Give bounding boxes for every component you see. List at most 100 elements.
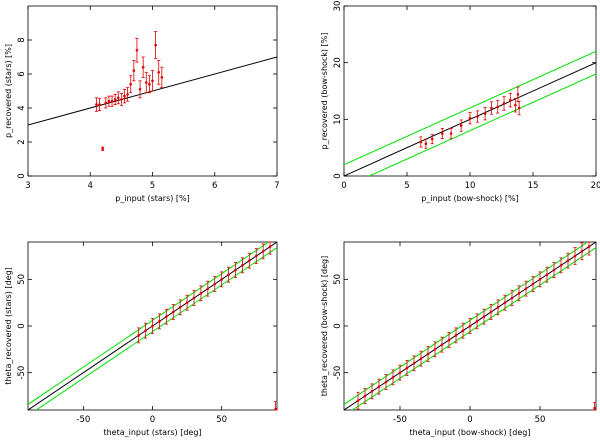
- data-point: [449, 132, 453, 135]
- x-axis-label: p_input (stars) [%]: [115, 194, 190, 203]
- data-point: [502, 102, 506, 105]
- data-point: [587, 245, 591, 248]
- data-point: [185, 301, 189, 304]
- data-point: [370, 390, 374, 393]
- data-point: [384, 380, 388, 384]
- data-point: [135, 48, 139, 52]
- data-point: [377, 385, 381, 388]
- y-tick-label: 0: [17, 323, 27, 328]
- data-point: [468, 324, 472, 328]
- y-tick-label: 50: [333, 274, 343, 285]
- data-point: [503, 301, 507, 304]
- data-point: [178, 306, 182, 309]
- data-point: [107, 99, 111, 103]
- data-point: [405, 366, 409, 370]
- data-point: [440, 132, 444, 135]
- x-tick-label: 5: [404, 181, 409, 191]
- x-tick-label: 4: [88, 181, 93, 191]
- data-point: [116, 96, 120, 100]
- data-point: [129, 82, 133, 86]
- data-point: [126, 93, 129, 96]
- y-axis-label: p_recovered (bow-shock) [%]: [320, 33, 329, 150]
- data-point: [573, 254, 577, 258]
- y-tick-label: 4: [17, 105, 27, 110]
- data-point: [509, 98, 512, 102]
- data-point: [510, 296, 514, 300]
- y-tick-label: -50: [333, 366, 343, 380]
- data-point: [461, 329, 465, 332]
- data-point: [192, 296, 196, 300]
- data-point: [356, 399, 360, 402]
- data-point: [419, 140, 423, 144]
- x-tick-label: -50: [393, 415, 407, 425]
- data-point: [95, 103, 98, 106]
- data-point: [151, 324, 154, 328]
- y-tick-label: 2: [17, 139, 27, 144]
- data-point: [138, 88, 142, 91]
- data-point: [476, 115, 479, 118]
- panel-p-bow-shock: 0 5 10 15 20 0 10 20 30 p_input (bow-shock) [%] p_…: [320, 1, 600, 203]
- data-point: [199, 292, 203, 295]
- data-point: [132, 69, 136, 72]
- x-tick-label: 20: [591, 181, 600, 191]
- data-point: [171, 310, 175, 314]
- x-tick-label: -50: [76, 415, 90, 425]
- data-point: [489, 310, 493, 314]
- data-point: [566, 259, 570, 262]
- data-point: [154, 43, 157, 47]
- data-point: [98, 103, 101, 106]
- data-point: [206, 287, 210, 290]
- y-axis-label: p_recovered (stars) [%]: [4, 44, 13, 138]
- data-point: [144, 329, 147, 332]
- x-tick-label: 10: [465, 181, 476, 191]
- data-point: [241, 264, 244, 267]
- data-point: [538, 278, 542, 281]
- data-point: [248, 259, 251, 262]
- data-point: [496, 105, 500, 109]
- data-point: [496, 306, 500, 309]
- data-point: [531, 282, 535, 286]
- y-axis-label: theta_recovered (bow-shock) [deg]: [320, 256, 329, 396]
- data-point: [459, 124, 463, 127]
- data-point: [104, 101, 108, 105]
- data-point: [482, 315, 486, 318]
- data-point: [552, 268, 556, 272]
- x-axis-label: p_input (bow-shock) [%]: [421, 194, 518, 203]
- data-point: [517, 106, 521, 110]
- x-tick-label: 50: [216, 415, 227, 425]
- data-point: [593, 406, 596, 410]
- data-point: [580, 250, 584, 253]
- data-point: [475, 320, 479, 323]
- data-point: [516, 93, 520, 96]
- data-point: [468, 116, 472, 120]
- y-tick-label: 30: [333, 1, 343, 12]
- data-point: [363, 394, 367, 398]
- y-tick-label: 10: [333, 114, 343, 125]
- y-tick-label: 8: [17, 37, 27, 42]
- data-point: [101, 147, 104, 151]
- data-point: [227, 273, 230, 276]
- x-tick-label: 6: [212, 181, 217, 191]
- data-point: [545, 273, 549, 276]
- data-point: [398, 371, 402, 374]
- lower-band-line: [367, 73, 596, 176]
- y-tick-label: 0: [333, 173, 343, 178]
- panel-p-stars: 3 4 5 6 7 0 2 4 6 8 p_input (stars) [%] p_recovered…: [4, 5, 280, 203]
- x-tick-label: 0: [150, 415, 155, 425]
- data-point: [220, 278, 223, 281]
- y-tick-label: 0: [17, 173, 27, 178]
- data-point: [424, 142, 428, 145]
- data-point: [113, 98, 117, 101]
- x-tick-label: 3: [25, 181, 30, 191]
- y-tick-label: 50: [17, 274, 27, 285]
- data-point: [234, 268, 237, 272]
- data-point: [151, 79, 154, 83]
- data-point: [110, 99, 114, 103]
- x-tick-label: 0: [341, 181, 346, 191]
- panel-theta-bow-shock: -50 0 50 -50 0 50 theta_input (bow-shock) [deg…: [320, 241, 597, 437]
- x-axis-label: theta_input (bow-shock) [deg]: [410, 428, 531, 437]
- data-point: [254, 254, 258, 258]
- data-point: [120, 98, 123, 101]
- data-point: [454, 334, 458, 337]
